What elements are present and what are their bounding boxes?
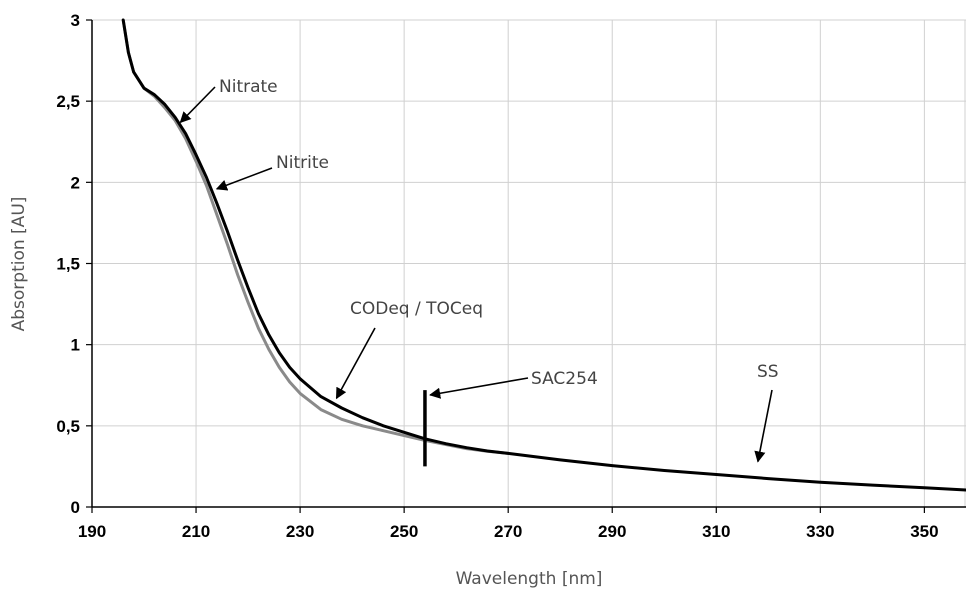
annotation-arrow [429,377,529,399]
x-tick-label: 350 [910,522,938,541]
y-tick-label: 3 [71,11,80,30]
y-tick-label: 0 [71,498,80,517]
series-line-gray [121,18,510,455]
annotations: Nitrate Nitrite CODeq / TOCeq SAC254 SS [179,77,779,463]
annotation-arrow [179,86,216,124]
annotation-nitrate-label: Nitrate [219,77,278,97]
y-tick-label: 1 [71,336,80,355]
x-tick-label: 190 [78,522,106,541]
y-tick-label: 0,5 [56,417,80,436]
x-tick-label: 250 [390,522,418,541]
x-tick-label: 210 [182,522,210,541]
series-line-black [121,18,966,492]
y-tick-label: 2 [71,173,80,192]
x-tick-label: 330 [806,522,834,541]
x-tick-label: 230 [286,522,314,541]
annotation-arrow [754,389,773,463]
x-tick-labels: 190 210 230 250 270 290 310 330 350 [78,507,939,541]
annotation-sac254-label: SAC254 [531,369,598,389]
x-axis-title: Wavelength [nm] [456,569,603,589]
x-tick-label: 270 [494,522,522,541]
x-tick-label: 290 [598,522,626,541]
annotation-arrow [215,167,273,191]
y-tick-label: 1,5 [56,255,80,274]
annotation-codeq-toceq-label: CODeq / TOCeq [350,299,483,319]
annotation-nitrite-label: Nitrite [276,153,329,173]
y-tick-label: 2,5 [56,92,80,111]
y-tick-labels: 0 0,5 1 1,5 2 2,5 3 [56,11,92,517]
annotation-ss-label: SS [757,362,779,382]
y-axis-title: Absorption [AU] [9,197,29,332]
series-lines [121,18,966,492]
x-tick-label: 310 [702,522,730,541]
annotation-arrow [335,327,376,400]
